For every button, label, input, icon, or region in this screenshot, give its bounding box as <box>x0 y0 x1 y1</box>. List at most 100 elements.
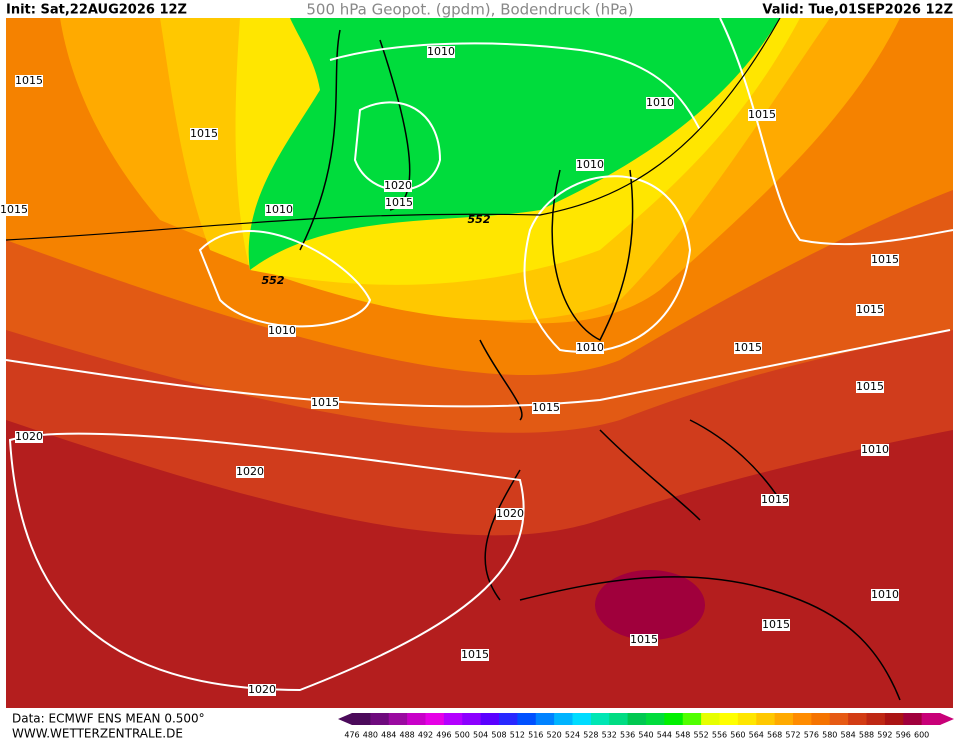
color-swatch <box>462 713 482 725</box>
color-swatch <box>554 713 573 725</box>
label-box <box>856 381 884 393</box>
isobar <box>198 230 372 328</box>
color-bar-tick-label: 584 <box>840 731 855 740</box>
color-bar-tick-label: 532 <box>602 731 617 740</box>
color-swatch <box>884 713 904 725</box>
label-box <box>311 397 339 409</box>
color-bar-tick-label: 480 <box>363 731 378 740</box>
label-box <box>236 466 264 478</box>
coastline <box>299 29 901 701</box>
color-bar-tick-label: 592 <box>877 731 892 740</box>
isobar <box>523 175 692 353</box>
label-box <box>15 431 43 443</box>
color-swatch <box>535 713 555 725</box>
label-box <box>861 444 889 456</box>
color-bar-tick-label: 492 <box>418 731 433 740</box>
label-box <box>385 197 413 209</box>
label-box <box>748 109 776 121</box>
color-swatch <box>921 713 941 725</box>
isobar-label: 1010 <box>265 203 293 216</box>
isobar-labels: 1015 1015 1015 1015 1015 1015 1015 1015 1015 1015… <box>0 45 899 696</box>
color-bar-tick-label: 572 <box>785 731 800 740</box>
label-box <box>734 342 762 354</box>
isobar-label: 1015 <box>748 108 776 121</box>
isobar-label: 1010 <box>861 443 889 456</box>
color-bar-tick-label: 488 <box>399 731 414 740</box>
color-bar-tick-label: 496 <box>436 731 451 740</box>
color-bar-tick-label: 600 <box>914 731 929 740</box>
color-swatch <box>609 713 629 725</box>
color-bar-tick-label: 552 <box>693 731 708 740</box>
color-swatch <box>646 713 665 725</box>
label-box <box>761 494 789 506</box>
color-swatch <box>407 713 426 725</box>
color-bar-tick-label: 548 <box>675 731 690 740</box>
color-bar-tick-label: 508 <box>491 731 506 740</box>
isobar-label: 1010 <box>268 324 296 337</box>
label-box <box>384 180 412 192</box>
label-box <box>15 75 43 87</box>
band-crimson <box>595 570 705 640</box>
color-bar-tick-label: 596 <box>896 731 911 740</box>
color-bar-tick-label: 516 <box>528 731 543 740</box>
color-swatch <box>499 713 518 725</box>
isobar-label: 1015 <box>311 396 339 409</box>
label-box <box>265 204 293 216</box>
isobar <box>329 42 701 131</box>
label-box <box>0 204 28 216</box>
website: WWW.WETTERZENTRALE.DE <box>12 727 183 741</box>
isobar-label: 1015 <box>0 203 28 216</box>
label-box <box>871 589 899 601</box>
label-box <box>576 159 604 171</box>
color-bar-arrow <box>940 713 954 725</box>
isobar-label: 1010 <box>576 158 604 171</box>
color-bar-tick-label: 504 <box>473 731 488 740</box>
isobar-label: 1010 <box>871 588 899 601</box>
color-bar-tick-label: 564 <box>749 731 764 740</box>
isobar-label: 1015 <box>734 341 762 354</box>
isobar-label: 552 <box>262 274 285 287</box>
label-box <box>762 619 790 631</box>
label-box <box>532 402 560 414</box>
header-bar <box>0 0 959 18</box>
color-bar-tick-label: 500 <box>455 731 470 740</box>
color-bar-tick-label: 556 <box>712 731 727 740</box>
color-swatch <box>829 713 849 725</box>
color-bar-tick-label: 540 <box>638 731 653 740</box>
isobar-label: 1010 <box>646 96 674 109</box>
isobar-label: 1015 <box>532 401 560 414</box>
color-swatch <box>682 713 702 725</box>
color-bar-tick-label: 536 <box>620 731 635 740</box>
isobar-label: 1015 <box>856 303 884 316</box>
color-bar: 476 480 484 488 492 496 500 504 508 512 516 520 524 5… <box>338 713 954 740</box>
band-green <box>248 18 781 270</box>
label-box <box>646 97 674 109</box>
label-box <box>630 634 658 646</box>
isobar-label: 1020 <box>384 179 412 192</box>
color-swatch <box>793 713 812 725</box>
color-swatch <box>903 713 923 725</box>
isobar-label: 1020 <box>496 507 524 520</box>
color-bar-tick-label: 560 <box>730 731 745 740</box>
isobar-label: 1015 <box>762 618 790 631</box>
isobar <box>719 17 954 246</box>
color-bar-tick-label: 568 <box>767 731 782 740</box>
color-bar-arrow <box>338 713 352 725</box>
color-bar-tick-label: 524 <box>565 731 580 740</box>
color-swatch <box>425 713 445 725</box>
isobar <box>353 101 442 191</box>
color-swatch <box>774 713 794 725</box>
isobar-label: 1015 <box>871 253 899 266</box>
label-box <box>576 342 604 354</box>
color-swatch <box>443 713 463 725</box>
color-swatch <box>756 713 776 725</box>
init-time: Init: Sat,22AUG2026 12Z <box>6 3 187 18</box>
isobar-label: 1020 <box>248 683 276 696</box>
color-bar-tick-label: 576 <box>804 731 819 740</box>
color-bar-tick-label: 520 <box>546 731 561 740</box>
color-bar-tick-label: 544 <box>657 731 672 740</box>
color-swatch <box>737 713 757 725</box>
label-box <box>496 508 524 520</box>
color-swatch <box>572 713 592 725</box>
